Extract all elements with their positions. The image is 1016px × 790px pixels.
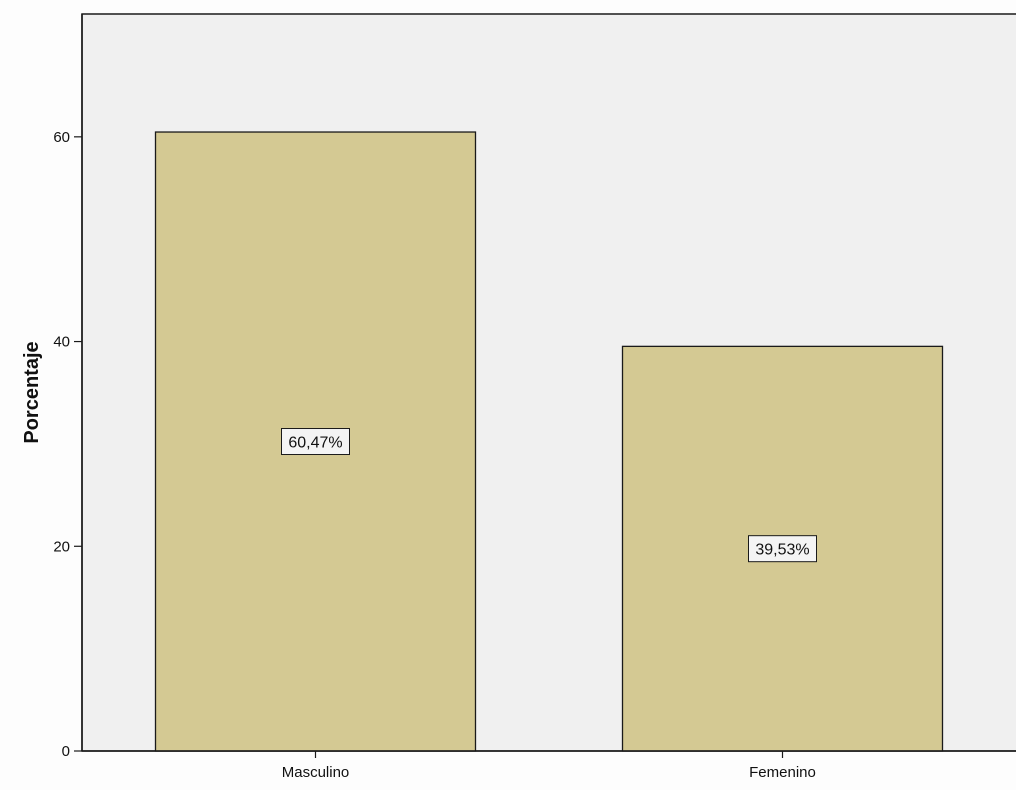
y-tick-label: 20 xyxy=(53,538,70,555)
y-tick-label: 60 xyxy=(53,129,70,146)
axes-layer: Masculino Femenino 0 20 40 60 xyxy=(53,14,1016,781)
y-tick-label: 0 xyxy=(62,743,70,760)
x-tick-label-femenino: Femenino xyxy=(749,764,816,781)
data-label-box xyxy=(748,535,817,563)
data-label: 60,47% xyxy=(288,435,342,452)
data-labels-layer: 60,47% 39,53% xyxy=(281,428,817,563)
x-tick-label-masculino: Masculino xyxy=(282,764,350,781)
data-label-box xyxy=(281,428,350,456)
y-tick-label: 40 xyxy=(53,334,70,351)
y-axis-label: Porcentaje xyxy=(21,341,43,443)
data-label: 39,53% xyxy=(755,542,809,559)
